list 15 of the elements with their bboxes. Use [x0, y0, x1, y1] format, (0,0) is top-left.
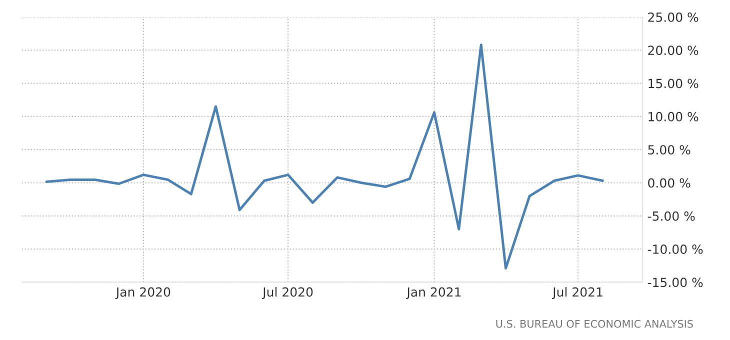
x-tick-label: Jan 2020 — [115, 287, 170, 300]
y-tick-label: 10.00 % — [648, 112, 698, 122]
x-tick-label: Jul 2021 — [552, 287, 602, 300]
line-series — [45, 44, 604, 270]
y-tick-label: -15.00 % — [648, 278, 703, 288]
x-tick-label: Jan 2021 — [406, 287, 461, 300]
x-tick-label: Jul 2020 — [262, 287, 313, 300]
y-tick-label: 20.00 % — [648, 46, 698, 56]
y-tick-label: 0.00 % — [648, 178, 690, 188]
y-tick-label: 15.00 % — [648, 78, 698, 88]
text: U.S. BUREAU OF ECONOMIC ANALYSIS — [496, 320, 693, 328]
y-tick-label: 5.00 % — [648, 145, 690, 155]
y-tick-label: -10.00 % — [648, 244, 703, 254]
y-tick-label: 25.00 % — [648, 12, 698, 22]
y-tick-label: -5.00 % — [648, 211, 695, 221]
